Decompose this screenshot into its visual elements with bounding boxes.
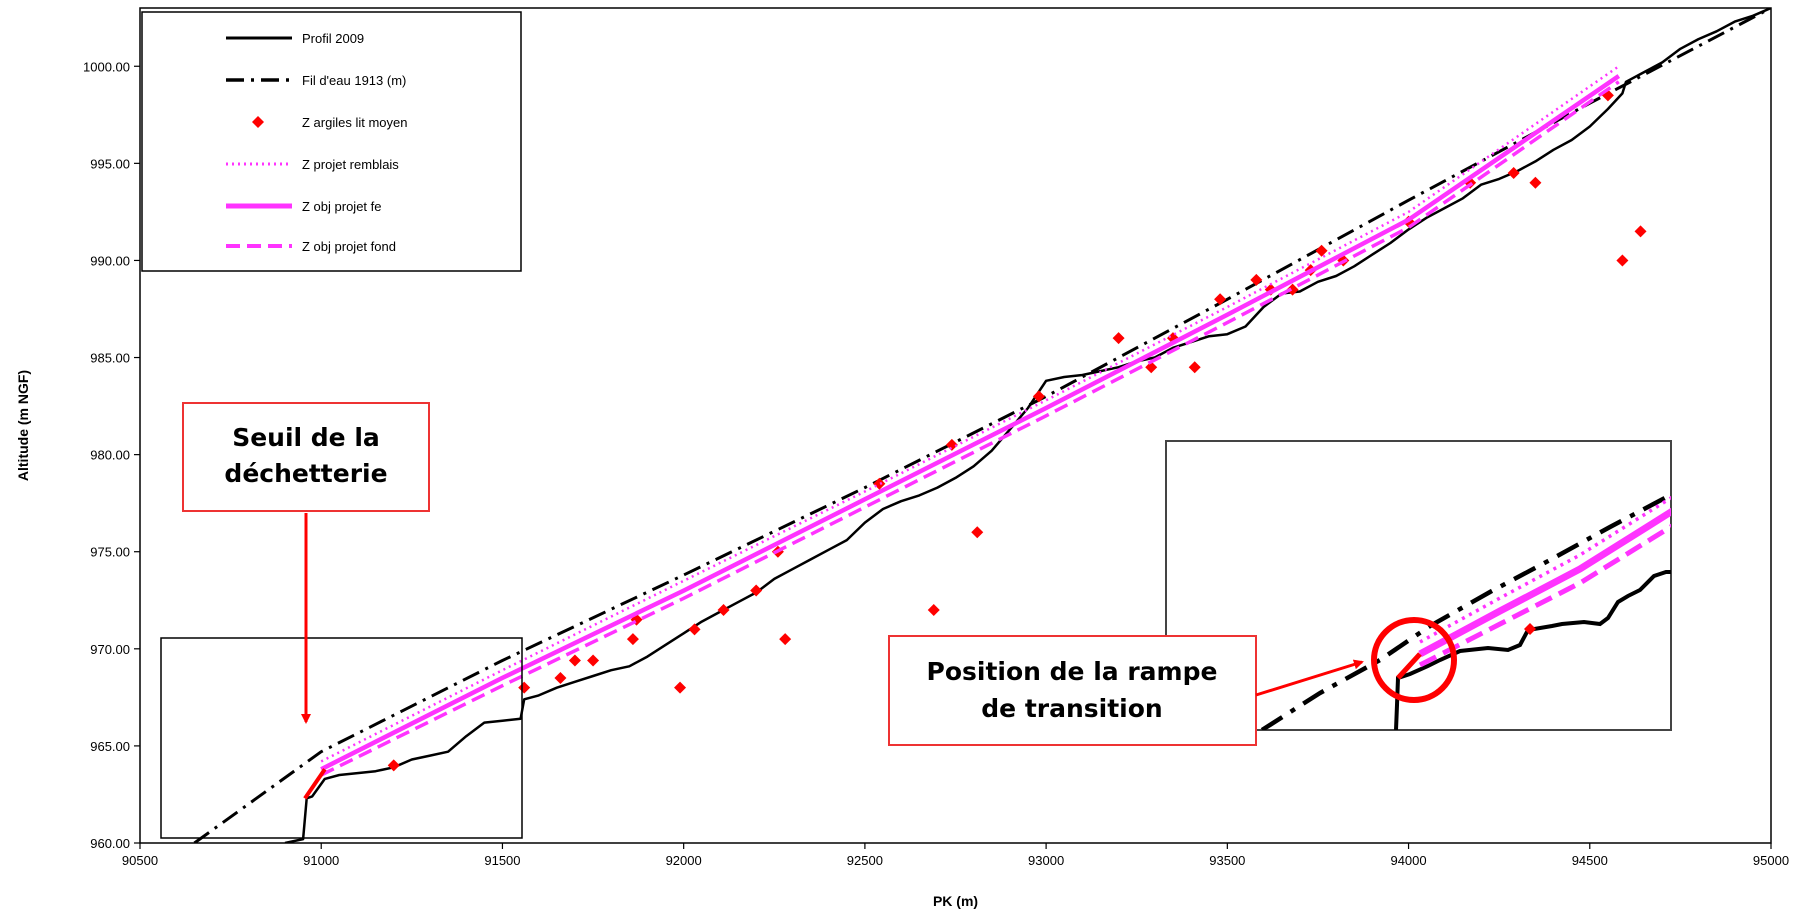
callout-rampe-line-0: Position de la rampe — [927, 657, 1218, 686]
zoom-ramp-segment — [1396, 652, 1422, 680]
zoom-box-left — [160, 637, 523, 839]
series-line-4 — [320, 74, 1621, 772]
x-tick-label-4: 92500 — [847, 853, 883, 868]
y-tick-label-5: 985.00 — [90, 351, 130, 366]
y-tick-label-2: 970.00 — [90, 642, 130, 657]
zoom-data-point — [1524, 623, 1536, 635]
y-tick-label-0: 960.00 — [90, 836, 130, 851]
callout-arrow-rampe — [1255, 659, 1364, 697]
data-point-2-3 — [568, 654, 581, 667]
plot-area — [193, 8, 1771, 843]
callout-box-seuil — [182, 402, 430, 512]
plot-frame — [139, 7, 1772, 844]
zoom-profil-line — [1394, 570, 1671, 730]
data-point-2-18 — [1112, 332, 1125, 345]
data-point-2-7 — [674, 681, 687, 694]
axes: 90500 91000 91500 92000 92500 93000 93500 94000… — [15, 7, 1789, 909]
data-point-2-21 — [1188, 361, 1201, 374]
zoom-remblais-line — [1419, 495, 1671, 644]
data-point-2-4 — [587, 654, 600, 667]
x-tick-label-8: 94500 — [1572, 853, 1608, 868]
data-point-2-12 — [779, 633, 792, 646]
legend-label-1: Fil d'eau 1913 (m) — [302, 73, 406, 88]
y-tick-label-6: 990.00 — [90, 253, 130, 268]
data-point-2-14 — [927, 603, 940, 616]
callouts: Seuil de la déchetterie Position de la ram… — [182, 402, 1364, 746]
legend-label-5: Z obj projet fond — [302, 239, 396, 254]
y-tick-label-4: 980.00 — [90, 448, 130, 463]
data-point-2-32 — [1529, 176, 1542, 189]
x-axis-title: PK (m) — [933, 893, 978, 909]
data-point-2-1 — [518, 681, 531, 694]
data-point-2-25 — [1286, 283, 1299, 296]
data-point-2-34 — [1616, 254, 1629, 267]
callout-rampe-line-1: de transition — [981, 694, 1162, 723]
data-point-2-31 — [1507, 167, 1520, 180]
callout-seuil-line-0: Seuil de la — [232, 423, 380, 452]
data-point-2-35 — [1634, 225, 1647, 238]
legend-label-0: Profil 2009 — [302, 31, 364, 46]
legend-label-2: Z argiles lit moyen — [302, 115, 407, 130]
data-point-2-2 — [554, 671, 567, 684]
series-line-1 — [193, 8, 1771, 843]
data-point-2-22 — [1214, 293, 1227, 306]
data-point-2-5 — [626, 633, 639, 646]
data-point-2-16 — [971, 526, 984, 539]
zoom-fildeau-line — [1260, 492, 1671, 730]
legend-box — [141, 11, 522, 272]
zoom-fond-line — [1418, 523, 1671, 668]
series-line-5 — [320, 80, 1620, 777]
legend-swatch-2 — [252, 116, 264, 128]
y-tick-label-1: 965.00 — [90, 739, 130, 754]
data-point-2-8 — [688, 623, 701, 636]
zoom-inset-content — [1260, 492, 1671, 730]
y-tick-label-3: 975.00 — [90, 545, 130, 560]
callout-seuil-line-1: déchetterie — [224, 459, 387, 488]
data-point-2-10 — [750, 584, 763, 597]
data-point-2-9 — [717, 603, 730, 616]
data-point-2-19 — [1145, 361, 1158, 374]
x-tick-label-1: 91000 — [303, 853, 339, 868]
x-tick-label-5: 93000 — [1028, 853, 1064, 868]
x-tick-label-9: 95000 — [1753, 853, 1789, 868]
series-line-0 — [284, 8, 1771, 843]
callout-box-rampe — [888, 635, 1257, 746]
x-tick-label-3: 92000 — [666, 853, 702, 868]
x-tick-label-7: 94000 — [1390, 853, 1426, 868]
zoom-fe-line — [1418, 507, 1671, 658]
legend-label-3: Z projet remblais — [302, 157, 399, 172]
y-tick-label-7: 995.00 — [90, 156, 130, 171]
data-point-2-27 — [1315, 244, 1328, 257]
ramp-segment — [303, 768, 327, 800]
data-point-2-23 — [1250, 273, 1263, 286]
y-axis-title: Altitude (m NGF) — [15, 370, 31, 481]
x-tick-label-0: 90500 — [122, 853, 158, 868]
y-tick-label-8: 1000.00 — [83, 59, 130, 74]
x-tick-label-6: 93500 — [1209, 853, 1245, 868]
legend-label-4: Z obj projet fe — [302, 199, 382, 214]
legend: Profil 2009 Fil d'eau 1913 (m) Z argiles l… — [141, 11, 522, 272]
data-point-2-17 — [1032, 390, 1045, 403]
data-point-2-15 — [945, 438, 958, 451]
x-tick-label-2: 91500 — [484, 853, 520, 868]
data-point-2-0 — [387, 759, 400, 772]
ramp-highlight-circle — [1371, 617, 1457, 703]
series-line-3 — [320, 65, 1620, 763]
